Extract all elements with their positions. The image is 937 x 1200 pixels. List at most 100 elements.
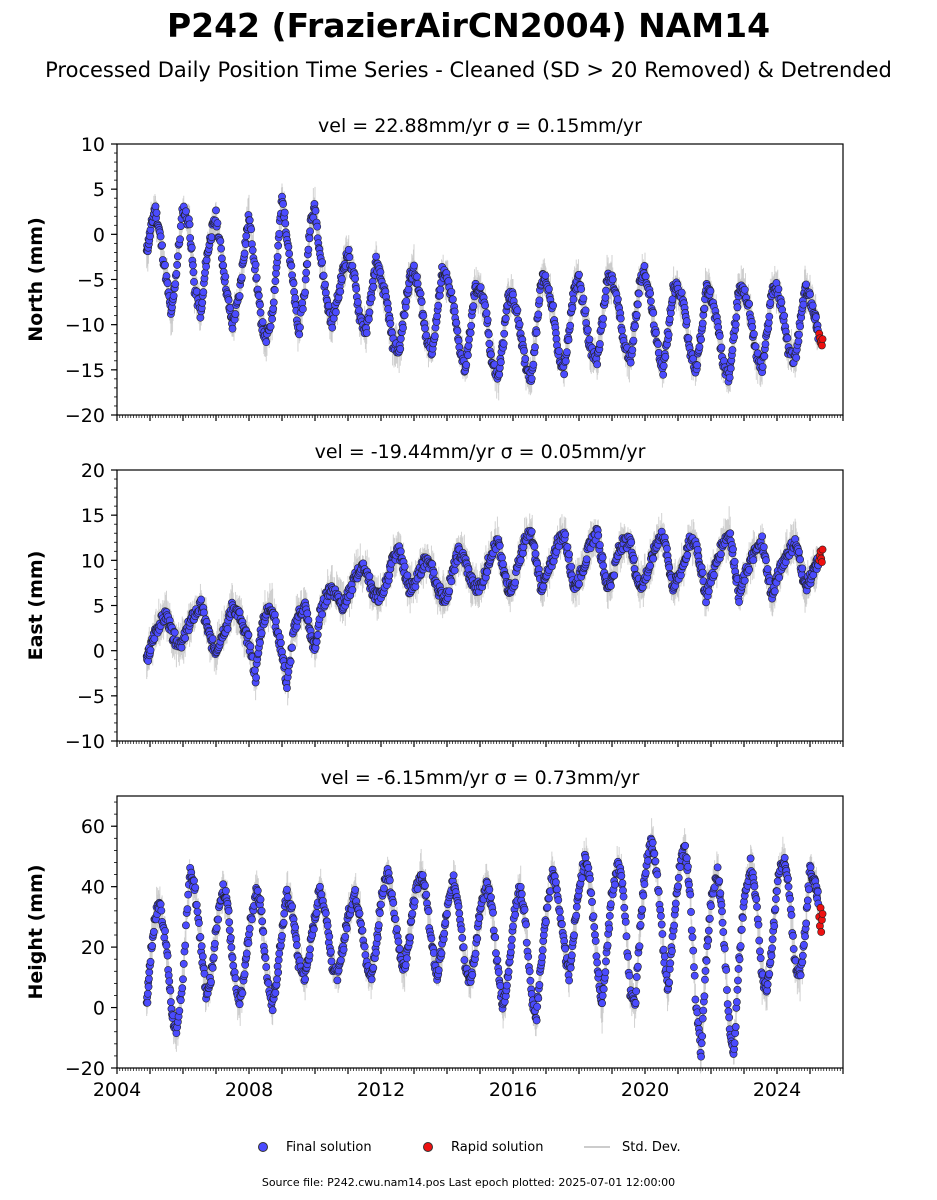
final-point: [631, 322, 639, 331]
final-point: [244, 631, 253, 639]
final-point: [596, 541, 604, 549]
final-point: [185, 220, 194, 229]
final-point: [270, 286, 279, 295]
final-point: [413, 272, 421, 281]
final-point: [396, 345, 405, 353]
final-point: [384, 305, 393, 313]
final-point: [403, 571, 412, 580]
final-point: [583, 325, 592, 334]
final-point: [698, 568, 707, 577]
final-point: [304, 245, 313, 254]
final-point: [515, 320, 524, 329]
final-point: [733, 303, 742, 312]
final-point: [659, 370, 668, 379]
final-point: [169, 291, 178, 300]
ytick-label: −10: [65, 315, 105, 337]
final-point: [187, 243, 196, 252]
final-point: [365, 572, 374, 581]
final-point: [531, 343, 539, 352]
final-point: [663, 544, 671, 553]
final-point: [338, 275, 346, 284]
final-point: [430, 332, 439, 341]
final-point: [527, 374, 536, 383]
final-point: [271, 277, 280, 286]
final-point: [283, 684, 291, 692]
final-point: [248, 246, 257, 255]
final-point: [447, 577, 456, 586]
final-point: [534, 310, 543, 319]
final-point: [445, 587, 454, 596]
final-point: [302, 268, 311, 277]
final-point: [304, 616, 313, 625]
final-point: [463, 351, 472, 360]
rapid-point: [818, 335, 827, 344]
final-point: [552, 335, 561, 343]
panel-title-1: vel = -19.44mm/yr σ = 0.05mm/yr: [315, 441, 646, 463]
final-point: [665, 563, 674, 572]
final-point: [661, 352, 670, 361]
final-point: [269, 298, 278, 307]
final-point: [626, 358, 635, 367]
final-point: [539, 582, 548, 591]
final-point: [328, 323, 337, 332]
final-point: [273, 252, 282, 261]
final-point: [467, 321, 476, 330]
final-point: [279, 200, 287, 208]
final-point: [561, 530, 570, 539]
final-point: [652, 328, 660, 337]
final-point: [250, 666, 259, 675]
final-point: [452, 318, 461, 327]
final-point: [735, 598, 743, 606]
final-point: [729, 545, 737, 554]
final-point: [697, 335, 705, 344]
final-point: [223, 625, 232, 633]
final-point: [511, 578, 520, 587]
final-point: [481, 301, 490, 310]
final-point: [262, 338, 271, 346]
final-point: [668, 295, 677, 304]
final-point: [585, 335, 594, 344]
ytick-label: 5: [93, 179, 105, 201]
final-point: [399, 323, 407, 332]
final-point: [404, 285, 413, 294]
final-point: [732, 313, 741, 322]
ytick-label: 5: [93, 596, 105, 618]
final-point: [258, 318, 267, 326]
panel-title-0: vel = 22.88mm/yr σ = 0.15mm/yr: [318, 115, 642, 137]
final-point: [762, 556, 770, 565]
final-point: [601, 293, 610, 302]
panel-frame-1: [116, 469, 844, 742]
final-point: [163, 279, 172, 288]
final-point: [498, 553, 506, 562]
final-point: [410, 261, 418, 270]
final-point: [434, 301, 443, 310]
final-point: [417, 298, 426, 306]
final-point: [362, 329, 371, 337]
final-point: [303, 609, 312, 618]
final-point: [569, 295, 578, 304]
final-point: [575, 580, 583, 588]
ytick-label: −20: [65, 405, 105, 427]
final-point: [649, 554, 658, 563]
final-point: [469, 302, 478, 311]
final-point: [649, 308, 658, 317]
final-point: [632, 311, 641, 319]
final-point: [521, 354, 530, 363]
final-point: [726, 364, 735, 373]
final-point: [217, 244, 226, 253]
final-point: [202, 256, 211, 264]
final-point: [563, 348, 571, 357]
final-point: [158, 241, 166, 250]
final-point: [207, 233, 216, 242]
final-point: [313, 222, 322, 231]
final-point: [156, 232, 165, 241]
final-point: [745, 565, 754, 574]
final-point: [306, 227, 314, 236]
final-point: [770, 587, 779, 596]
final-point: [706, 287, 715, 295]
panel-ylabel-0: North (mm): [25, 217, 47, 342]
final-point: [726, 529, 735, 538]
final-point: [795, 330, 803, 339]
final-point: [367, 294, 376, 303]
